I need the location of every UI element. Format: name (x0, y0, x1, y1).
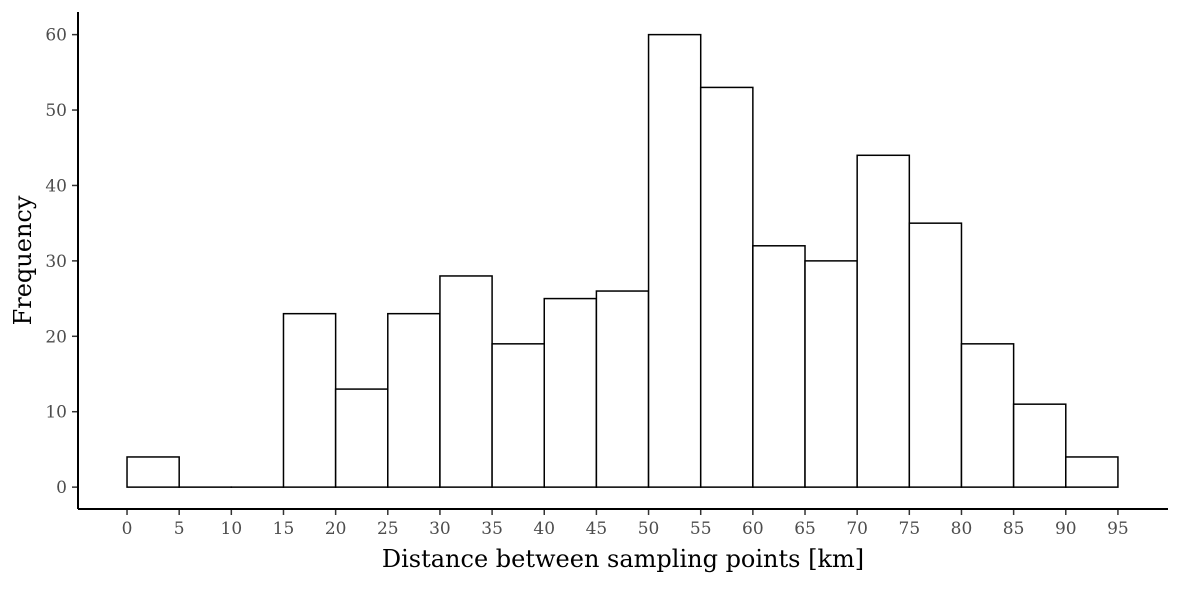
y-tick-label: 50 (45, 101, 67, 121)
y-tick-label: 10 (45, 403, 67, 423)
y-axis-title: Frequency (9, 195, 37, 325)
x-tick-label: 75 (899, 519, 921, 539)
histogram-bar (647, 33, 702, 488)
x-tick-label: 65 (794, 519, 816, 539)
x-tick-label: 80 (951, 519, 973, 539)
x-tick-label: 0 (122, 519, 133, 539)
x-tick-label: 30 (429, 519, 451, 539)
histogram-bar (1012, 403, 1067, 488)
histogram-bar (960, 343, 1015, 488)
x-tick-label: 70 (846, 519, 868, 539)
y-tick-label: 30 (45, 252, 67, 272)
x-tick-label: 25 (377, 519, 399, 539)
histogram-bar (752, 245, 806, 488)
x-tick-label: 45 (586, 519, 608, 539)
y-tick-label: 40 (45, 176, 67, 196)
histogram-bar (908, 222, 963, 488)
x-tick-label: 50 (638, 519, 660, 539)
x-tick-label: 20 (325, 519, 347, 539)
x-tick-label: 60 (742, 519, 764, 539)
y-ticks-group: 0 10 20 30 40 50 60 (45, 26, 78, 498)
y-tick-label: 60 (45, 26, 67, 46)
histogram-bar (334, 388, 389, 488)
x-tick-label: 40 (533, 519, 555, 539)
histogram-bar (804, 260, 858, 488)
x-axis-title: Distance between sampling points [km] (382, 545, 864, 573)
y-tick-label: 20 (45, 327, 67, 347)
histogram-bar (491, 343, 545, 488)
bars-group (126, 33, 1119, 488)
histogram-bar (1065, 456, 1119, 488)
histogram-bar (282, 312, 337, 488)
x-tick-label: 85 (1003, 519, 1025, 539)
x-tick-label: 55 (690, 519, 712, 539)
histogram-bar (126, 456, 180, 488)
x-tick-label: 15 (273, 519, 295, 539)
x-tick-label: 90 (1055, 519, 1077, 539)
x-tick-label: 95 (1107, 519, 1129, 539)
histogram-bar (699, 86, 754, 488)
histogram-bar (543, 297, 598, 488)
histogram-bar (856, 154, 911, 488)
histogram-bar (439, 275, 493, 488)
x-tick-label: 35 (481, 519, 503, 539)
x-tick-label: 5 (174, 519, 185, 539)
y-tick-label: 0 (56, 478, 67, 498)
x-ticks-group: 0 5 10 15 20 25 30 35 40 45 50 55 60 65 70 75 80 85 90 95 (122, 509, 1129, 539)
histogram-bar (387, 312, 441, 488)
histogram-bar (595, 290, 650, 488)
x-tick-label: 10 (221, 519, 243, 539)
